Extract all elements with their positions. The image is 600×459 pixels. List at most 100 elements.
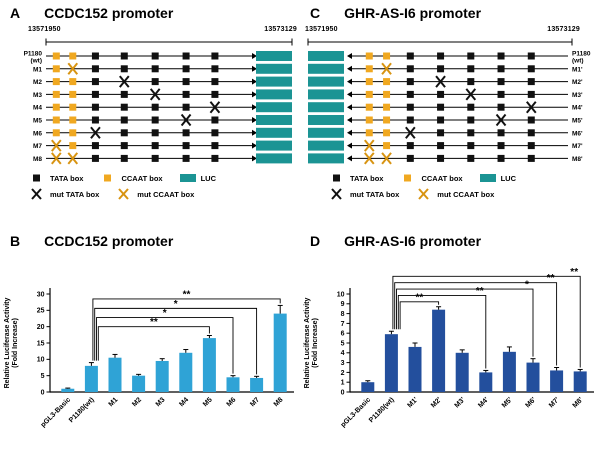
- mut-tata-x-icon: [119, 75, 130, 88]
- significance-asterisks: *: [174, 299, 178, 310]
- y-tick-label: 10: [337, 291, 345, 298]
- mut-tata-x-icon: [405, 126, 416, 139]
- bar: [550, 370, 564, 392]
- legend-label: TATA box: [50, 173, 84, 183]
- mut-ccaat-x-icon: [51, 139, 62, 152]
- panel-title: GHR-AS-I6 promoter: [344, 233, 482, 249]
- mut-ccaat-x-icon: [51, 152, 62, 165]
- significance-asterisks: *: [163, 308, 167, 319]
- mut_ccaat-icon: [418, 188, 430, 200]
- legend-label: TATA box: [350, 173, 384, 183]
- mut-tata-x-icon: [526, 101, 537, 114]
- y-tick-label: 5: [341, 340, 345, 347]
- transcription-arrow-icon: [347, 53, 352, 59]
- legend-label: mut TATA box: [350, 189, 400, 199]
- significance-bracket: [92, 298, 281, 361]
- legend-row: TATA box CCAAT box LUC: [28, 172, 216, 184]
- ccaat-box: [52, 103, 60, 111]
- bar: [250, 377, 264, 392]
- luc-box: [308, 51, 344, 61]
- tata-box: [406, 154, 414, 162]
- mut-ccaat-x-icon: [364, 152, 375, 165]
- x-tick-label: M8': [572, 396, 585, 409]
- ccaat-box: [69, 116, 77, 124]
- significance-bracket: [399, 301, 440, 330]
- mut-ccaat-x-icon: [67, 152, 79, 165]
- tata-box: [406, 116, 414, 124]
- construct-label: M3': [572, 92, 583, 99]
- construct-label: M7: [33, 143, 42, 150]
- x-tick-label: M2': [430, 396, 443, 409]
- ccaat-box: [365, 52, 373, 60]
- panel-c-ghr-as-i6-constructs: C GHR-AS-I6 promoter 13571950 13573129 P…: [300, 0, 600, 228]
- panel-header: B CCDC152 promoter: [10, 233, 173, 249]
- mut_ccaat-icon: [118, 188, 130, 200]
- ccaat-box: [383, 52, 391, 60]
- bar: [84, 365, 98, 392]
- tata-box: [91, 52, 99, 60]
- tata-icon: [33, 174, 40, 182]
- legend-label: CCAAT box: [121, 173, 163, 183]
- tata-box: [182, 103, 190, 111]
- tata-box: [182, 78, 190, 86]
- x-tick-label: M1: [108, 396, 120, 408]
- tata-box: [211, 65, 219, 73]
- tata-box: [497, 90, 505, 98]
- construct-label: M6': [572, 130, 583, 137]
- construct-label: M5': [572, 118, 583, 125]
- construct-row: M3': [308, 88, 583, 101]
- luc-box: [308, 127, 344, 138]
- transcription-arrow-icon: [347, 155, 352, 162]
- panel-header: A CCDC152 promoter: [10, 5, 173, 21]
- mut-tata-x-icon: [495, 113, 507, 127]
- tata-box: [467, 142, 475, 150]
- tata-box: [467, 154, 475, 162]
- luc-box: [308, 153, 344, 164]
- legend-label: mut TATA box: [50, 189, 100, 199]
- panel-title: CCDC152 promoter: [44, 233, 174, 249]
- tata-box: [497, 103, 505, 111]
- bar: [384, 334, 398, 392]
- luc-box: [256, 89, 292, 100]
- transcription-arrow-icon: [252, 78, 257, 85]
- x-tick-label: M7': [548, 396, 561, 409]
- tata-box: [467, 103, 475, 111]
- tata-box: [120, 52, 128, 60]
- significance-asterisks: **: [570, 267, 578, 278]
- y-axis-title: (Fold Increase): [12, 318, 19, 368]
- construct-row: M2': [308, 75, 583, 88]
- tata-box: [182, 65, 190, 73]
- luciferase-bar-chart-ghr-as-i6: 0 1 2 3 4 5 6 7 8 9 10 Relative Luciferase Activity…: [304, 267, 594, 429]
- ccaat-box: [365, 116, 373, 124]
- tata-box: [527, 65, 535, 73]
- construct-row: P1180(wt): [24, 51, 292, 65]
- bar: [61, 388, 75, 392]
- tata-box: [211, 129, 219, 137]
- significance-bracket: [392, 275, 581, 368]
- ccaat-box: [365, 129, 373, 137]
- legend-item-luc: LUC: [479, 172, 516, 184]
- legend-item-mut_tata: mut TATA box: [328, 188, 399, 200]
- construct-label: M3: [33, 92, 42, 99]
- y-axis-title: (Fold Increase): [312, 318, 319, 368]
- genomic-coordinate-end: 13573129: [264, 26, 297, 33]
- tata-box: [120, 65, 128, 73]
- transcription-arrow-icon: [252, 155, 257, 162]
- legend-item-ccaat: CCAAT box: [399, 172, 463, 184]
- construct-row: M1': [308, 62, 583, 75]
- ccaat-box: [69, 129, 77, 137]
- construct-row: M8: [33, 152, 292, 165]
- construct-diagram-ccdc152: P1180(wt)M1 M2 M3 M4 M5 M6 M7 M8: [24, 38, 293, 165]
- tata-box: [211, 52, 219, 60]
- tata-box: [497, 129, 505, 137]
- luc-box: [256, 51, 292, 61]
- tata-box: [151, 142, 159, 150]
- tata-box: [527, 90, 535, 98]
- luc-box: [256, 140, 292, 151]
- tata-box: [437, 129, 445, 137]
- legend-label: mut CCAAT box: [437, 189, 495, 199]
- tata-box: [120, 129, 128, 137]
- construct-label: P1180: [24, 51, 43, 58]
- luc-box: [308, 102, 344, 113]
